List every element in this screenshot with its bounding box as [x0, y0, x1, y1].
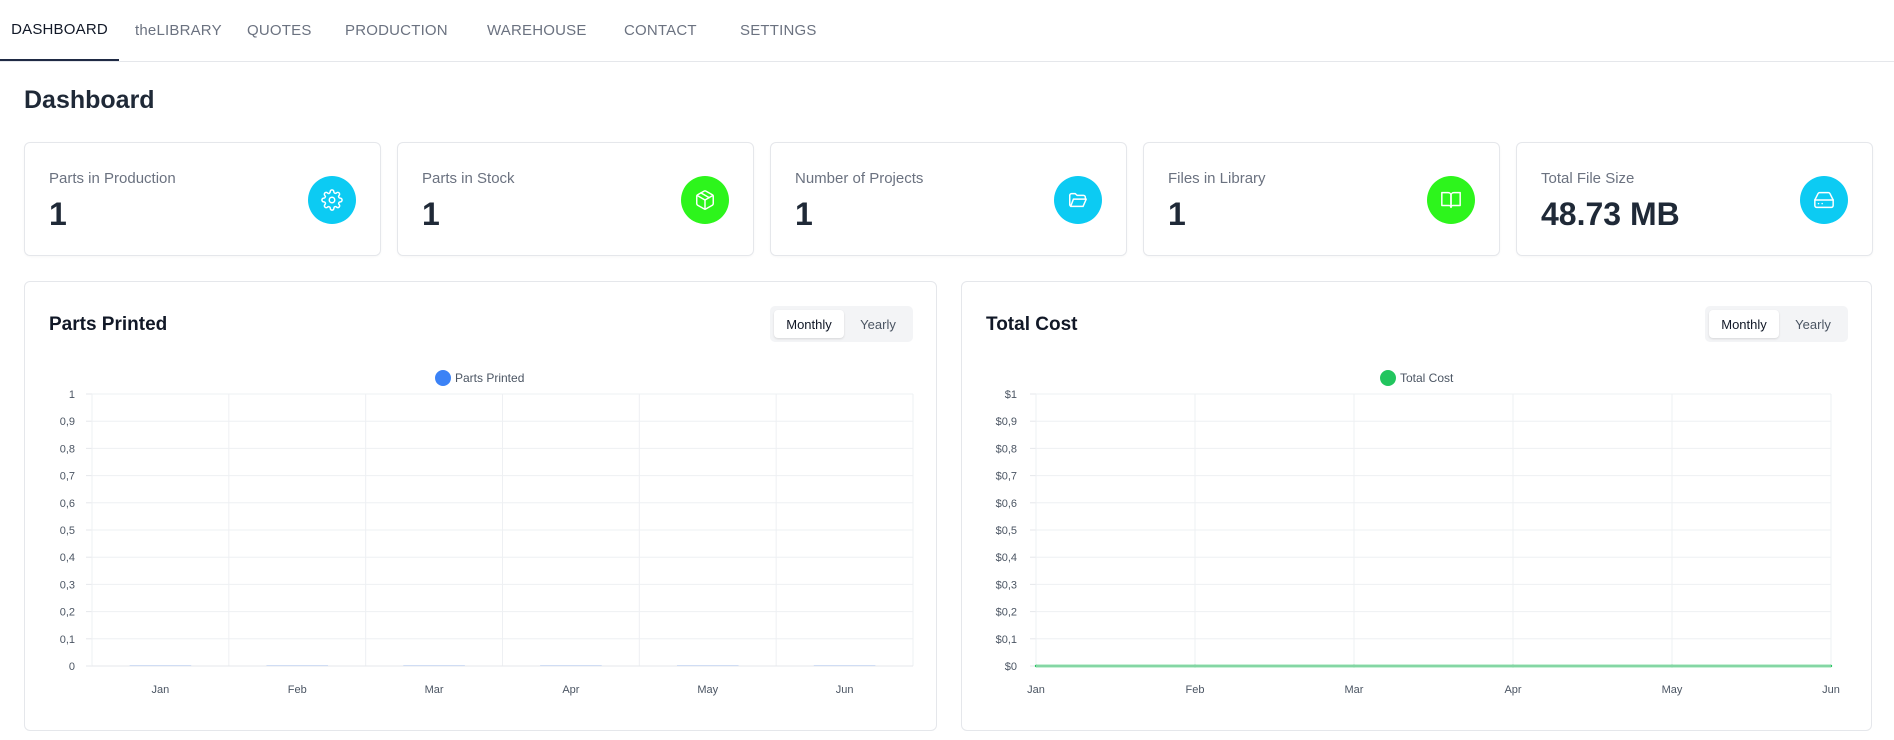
nav-tab-library[interactable]: theLIBRARY [135, 22, 222, 39]
page-title: Dashboard [24, 86, 155, 114]
stat-label: Total File Size [1541, 170, 1635, 187]
parts-printed-chart: Parts Printed 0 0,1 0,2 0,3 0,4 0,5 0,6 0,7 0,8 0,… [60, 370, 914, 696]
folder-open-icon [1054, 176, 1102, 224]
x-tick-label: Jan [1027, 684, 1045, 696]
stat-card-total-file-size: Total File Size 48.73 MB [1516, 142, 1873, 256]
x-tick-label: May [1662, 684, 1683, 696]
gear-icon [308, 176, 356, 224]
hard-drive-icon [1800, 176, 1848, 224]
stat-label: Files in Library [1168, 170, 1266, 187]
total-cost-chart: Total Cost $0 $0,1 $0,2 $0,3 $0,4 $0,5 $0,6 $0,7… [996, 370, 1840, 696]
y-tick-label: 0,1 [60, 634, 75, 646]
y-tick-label: 0,9 [60, 416, 75, 428]
y-tick-label: 0,6 [60, 498, 75, 510]
legend-swatch [1380, 370, 1396, 386]
chart-title: Parts Printed [49, 314, 168, 335]
y-tick-label: 0,5 [60, 525, 75, 537]
y-tick-label: $0,2 [996, 607, 1017, 619]
y-tick-label: $0 [1005, 661, 1017, 673]
x-tick-label: Feb [288, 684, 307, 696]
x-tick-label: Feb [1186, 684, 1205, 696]
x-tick-label: Apr [1504, 684, 1521, 696]
monthly-button[interactable]: Monthly [1709, 310, 1779, 338]
period-toggle: Monthly Yearly [770, 306, 913, 342]
y-tick-label: $0,3 [996, 579, 1017, 591]
yearly-button[interactable]: Yearly [1795, 316, 1831, 332]
x-tick-label: Jan [152, 684, 170, 696]
stat-card-number-of-projects: Number of Projects 1 [770, 142, 1127, 256]
stat-value: 1 [422, 196, 440, 232]
y-tick-label: $0,1 [996, 634, 1017, 646]
y-tick-label: 0,4 [60, 552, 75, 564]
x-tick-label: Mar [1345, 684, 1364, 696]
stat-value: 1 [49, 196, 67, 232]
total-cost-card: Total Cost Monthly Yearly Total Cost $0 $0… [961, 281, 1872, 731]
book-icon [1427, 176, 1475, 224]
y-tick-label: $0,8 [996, 443, 1017, 455]
y-tick-label: $0,9 [996, 416, 1017, 428]
yearly-button[interactable]: Yearly [860, 316, 896, 332]
legend[interactable]: Total Cost [1380, 370, 1454, 386]
stat-label: Number of Projects [795, 170, 924, 187]
legend[interactable]: Parts Printed [435, 370, 524, 386]
stat-value: 48.73 MB [1541, 196, 1680, 232]
nav-tab-warehouse[interactable]: WAREHOUSE [487, 22, 587, 39]
x-tick-label: May [697, 684, 718, 696]
x-tick-label: Jun [836, 684, 854, 696]
y-tick-label: $0,6 [996, 498, 1017, 510]
legend-label: Parts Printed [455, 371, 524, 385]
y-tick-label: $1 [1005, 389, 1017, 401]
legend-swatch [435, 370, 451, 386]
y-tick-label: $0,4 [996, 552, 1017, 564]
stat-card-parts-in-stock: Parts in Stock 1 [397, 142, 754, 256]
nav-tab-production[interactable]: PRODUCTION [345, 22, 448, 39]
stat-value: 1 [1168, 196, 1186, 232]
stat-card-files-in-library: Files in Library 1 [1143, 142, 1500, 256]
y-tick-label: $0,5 [996, 525, 1017, 537]
parts-printed-card: Parts Printed Monthly Yearly Parts Print… [24, 281, 937, 731]
stat-label: Parts in Production [49, 170, 176, 187]
y-tick-label: 0 [69, 661, 75, 673]
y-tick-label: 0,7 [60, 471, 75, 483]
stat-label: Parts in Stock [422, 170, 515, 187]
period-toggle: Monthly Yearly [1705, 306, 1848, 342]
y-tick-label: 0,8 [60, 443, 75, 455]
x-tick-label: Mar [425, 684, 444, 696]
y-tick-label: 1 [69, 389, 75, 401]
y-tick-label: 0,2 [60, 607, 75, 619]
stat-value: 1 [795, 196, 813, 232]
nav-tab-quotes[interactable]: QUOTES [247, 22, 312, 39]
nav-tab-contact[interactable]: CONTACT [624, 22, 697, 39]
y-tick-label: $0,7 [996, 471, 1017, 483]
top-navigation: DASHBOARD theLIBRARY QUOTES PRODUCTION W… [0, 0, 1894, 62]
chart-title: Total Cost [986, 314, 1078, 335]
nav-tab-dashboard[interactable]: DASHBOARD [0, 0, 119, 61]
legend-label: Total Cost [1400, 371, 1454, 385]
box-icon [681, 176, 729, 224]
stat-card-parts-in-production: Parts in Production 1 [24, 142, 381, 256]
nav-tab-settings[interactable]: SETTINGS [740, 22, 817, 39]
y-tick-label: 0,3 [60, 579, 75, 591]
x-tick-label: Jun [1822, 684, 1840, 696]
x-tick-label: Apr [562, 684, 579, 696]
monthly-button[interactable]: Monthly [774, 310, 844, 338]
